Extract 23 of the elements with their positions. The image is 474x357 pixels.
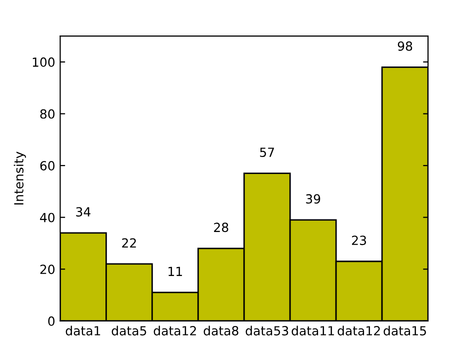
y-tick-label: 20	[40, 264, 55, 274]
data-label: 28	[214, 222, 228, 232]
y-tick-label: 0	[48, 316, 55, 326]
x-tick-label: data12	[338, 326, 380, 336]
data-label: 11	[168, 266, 182, 276]
data-label: 23	[352, 236, 366, 246]
x-tick-label: data15	[384, 326, 426, 336]
y-tick-label: 80	[40, 109, 55, 119]
y-tick-label: 40	[40, 212, 55, 222]
x-tick-label: data53	[246, 326, 288, 336]
data-label: 34	[76, 207, 90, 217]
y-tick-label: 100	[32, 57, 55, 67]
data-label: 22	[122, 238, 136, 248]
data-label: 57	[260, 148, 274, 158]
data-label: 39	[306, 194, 320, 204]
x-tick-label: data1	[66, 326, 100, 336]
x-tick-label: data8	[204, 326, 238, 336]
data-label: 98	[398, 41, 412, 51]
x-tick-label: data12	[154, 326, 196, 336]
y-tick-label: 60	[40, 161, 55, 170]
x-tick-label: data11	[292, 326, 334, 336]
x-tick-label: data5	[112, 326, 146, 336]
y-axis-title: Intensity	[14, 152, 26, 204]
